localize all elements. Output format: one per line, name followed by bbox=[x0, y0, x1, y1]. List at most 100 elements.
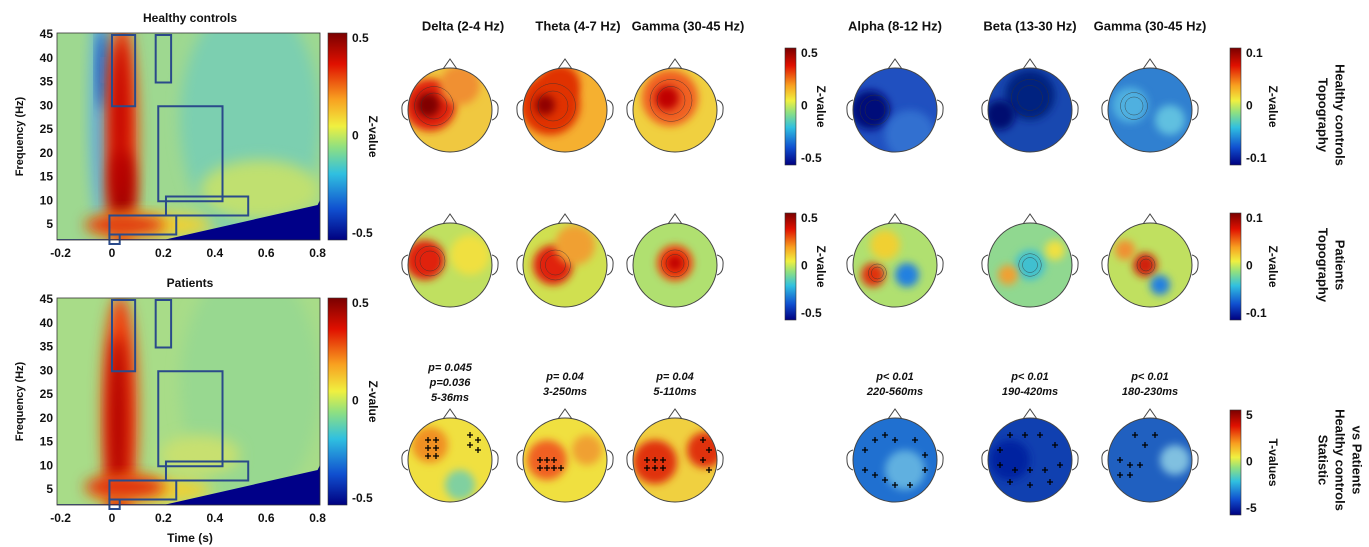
colorbar-tick-label: -0.5 bbox=[801, 151, 822, 165]
topo-blob bbox=[1045, 240, 1065, 260]
colorbar-tick-label: -5 bbox=[1246, 501, 1257, 515]
topo-blob bbox=[405, 240, 445, 280]
colorbar-tick-label: -0.5 bbox=[352, 491, 373, 505]
ear bbox=[717, 100, 723, 120]
y-tick-label: 45 bbox=[40, 27, 54, 41]
colorbar bbox=[785, 213, 796, 320]
colorbar-tick-label: 5 bbox=[1246, 408, 1253, 422]
topo-map bbox=[850, 68, 937, 160]
tf-low-strip bbox=[57, 239, 320, 247]
ear bbox=[1072, 450, 1078, 470]
y-tick-label: 30 bbox=[40, 363, 54, 377]
colorbar-label: T-values bbox=[1266, 438, 1280, 486]
x-tick-label: 0.6 bbox=[258, 511, 275, 525]
x-tick-label: 0 bbox=[109, 511, 116, 525]
row-label: Healthy controls bbox=[1333, 409, 1348, 511]
topo-blob bbox=[885, 450, 925, 490]
y-tick-label: 5 bbox=[46, 482, 53, 496]
topo-blob bbox=[445, 470, 475, 500]
tf-blob bbox=[160, 435, 240, 475]
colorbar-label: Z-value bbox=[1266, 85, 1280, 127]
colorbar bbox=[328, 33, 347, 240]
topo-blob bbox=[655, 86, 679, 110]
y-tick-label: 45 bbox=[40, 292, 54, 306]
y-tick-label: 5 bbox=[46, 217, 53, 231]
topo-blob bbox=[1112, 87, 1148, 123]
x-tick-label: -0.2 bbox=[50, 246, 71, 260]
x-axis-label: Time (s) bbox=[167, 531, 213, 545]
ear bbox=[1192, 100, 1198, 120]
column-header: Alpha (8-12 Hz) bbox=[848, 18, 942, 33]
panel-title: Patients bbox=[167, 276, 214, 290]
topo-blob bbox=[1015, 250, 1045, 280]
colorbar-tick-label: 0 bbox=[352, 394, 359, 408]
topo-map bbox=[405, 223, 492, 307]
colorbar-tick-label: 0 bbox=[1246, 99, 1253, 113]
y-tick-label: 20 bbox=[40, 411, 54, 425]
ear bbox=[607, 255, 613, 275]
topo-map bbox=[985, 68, 1072, 152]
topo-map bbox=[633, 418, 723, 502]
colorbar-tick-label: 0.5 bbox=[801, 211, 818, 225]
colorbar-tick-label: 0.1 bbox=[1246, 211, 1263, 225]
y-axis-label: Frequency (Hz) bbox=[14, 96, 26, 176]
ear bbox=[627, 100, 633, 120]
column-header: Theta (4-7 Hz) bbox=[535, 18, 620, 33]
topo-blob bbox=[895, 263, 919, 287]
topo-blob bbox=[1133, 253, 1157, 277]
stat-annotation: p= 0.045 bbox=[427, 362, 473, 374]
tf-low-strip bbox=[57, 504, 320, 512]
row-label: Topography bbox=[1316, 78, 1331, 153]
colorbar-label: Z-value bbox=[366, 115, 380, 157]
tf-blob bbox=[112, 40, 128, 200]
panel-title: Healthy controls bbox=[143, 11, 237, 25]
colorbar-tick-label: 0.5 bbox=[801, 46, 818, 60]
ear bbox=[847, 100, 853, 120]
topo-blob bbox=[412, 427, 448, 463]
colorbar-label: Z-value bbox=[1266, 245, 1280, 287]
colorbar-label: Z-value bbox=[814, 85, 828, 127]
topo-blob bbox=[572, 435, 602, 465]
stat-annotation: p< 0.01 bbox=[1130, 371, 1169, 383]
x-tick-label: 0.2 bbox=[155, 511, 172, 525]
topo-blob bbox=[440, 65, 480, 105]
colorbar bbox=[1230, 48, 1241, 165]
x-tick-label: 0.8 bbox=[309, 246, 326, 260]
ear bbox=[1072, 100, 1078, 120]
column-header: Delta (2-4 Hz) bbox=[422, 18, 504, 33]
topo-blob bbox=[1160, 445, 1190, 475]
topo-map bbox=[520, 65, 607, 152]
ear bbox=[627, 255, 633, 275]
colorbar-tick-label: 0 bbox=[1246, 455, 1253, 469]
ear bbox=[982, 450, 988, 470]
topo-blob bbox=[990, 440, 1030, 480]
y-tick-label: 30 bbox=[40, 98, 54, 112]
y-tick-label: 25 bbox=[40, 387, 54, 401]
topo-blob bbox=[416, 93, 440, 117]
topo-blob bbox=[1150, 275, 1170, 295]
topo-blob bbox=[998, 265, 1018, 285]
ear bbox=[937, 450, 943, 470]
y-tick-label: 10 bbox=[40, 193, 54, 207]
ear bbox=[402, 450, 408, 470]
colorbar-tick-label: 0 bbox=[801, 99, 808, 113]
tf-map bbox=[57, 0, 320, 260]
colorbar bbox=[1230, 213, 1241, 320]
colorbar-tick-label: -0.1 bbox=[1246, 306, 1267, 320]
column-header: Beta (13-30 Hz) bbox=[983, 18, 1076, 33]
tf-blob bbox=[85, 475, 165, 499]
ear bbox=[982, 100, 988, 120]
stat-annotation: 220-560ms bbox=[866, 386, 923, 398]
ear bbox=[627, 450, 633, 470]
ear bbox=[1192, 255, 1198, 275]
colorbar-tick-label: 0.5 bbox=[352, 31, 369, 45]
y-axis-label: Frequency (Hz) bbox=[14, 361, 26, 441]
row-label: Topography bbox=[1316, 228, 1331, 303]
topo-blob bbox=[870, 230, 900, 260]
topo-blob bbox=[985, 100, 1015, 130]
colorbar-tick-label: 0.1 bbox=[1246, 46, 1263, 60]
ear bbox=[517, 450, 523, 470]
row-label: vs Patients bbox=[1350, 426, 1365, 495]
colorbar bbox=[785, 48, 796, 165]
x-tick-label: 0.6 bbox=[258, 246, 275, 260]
